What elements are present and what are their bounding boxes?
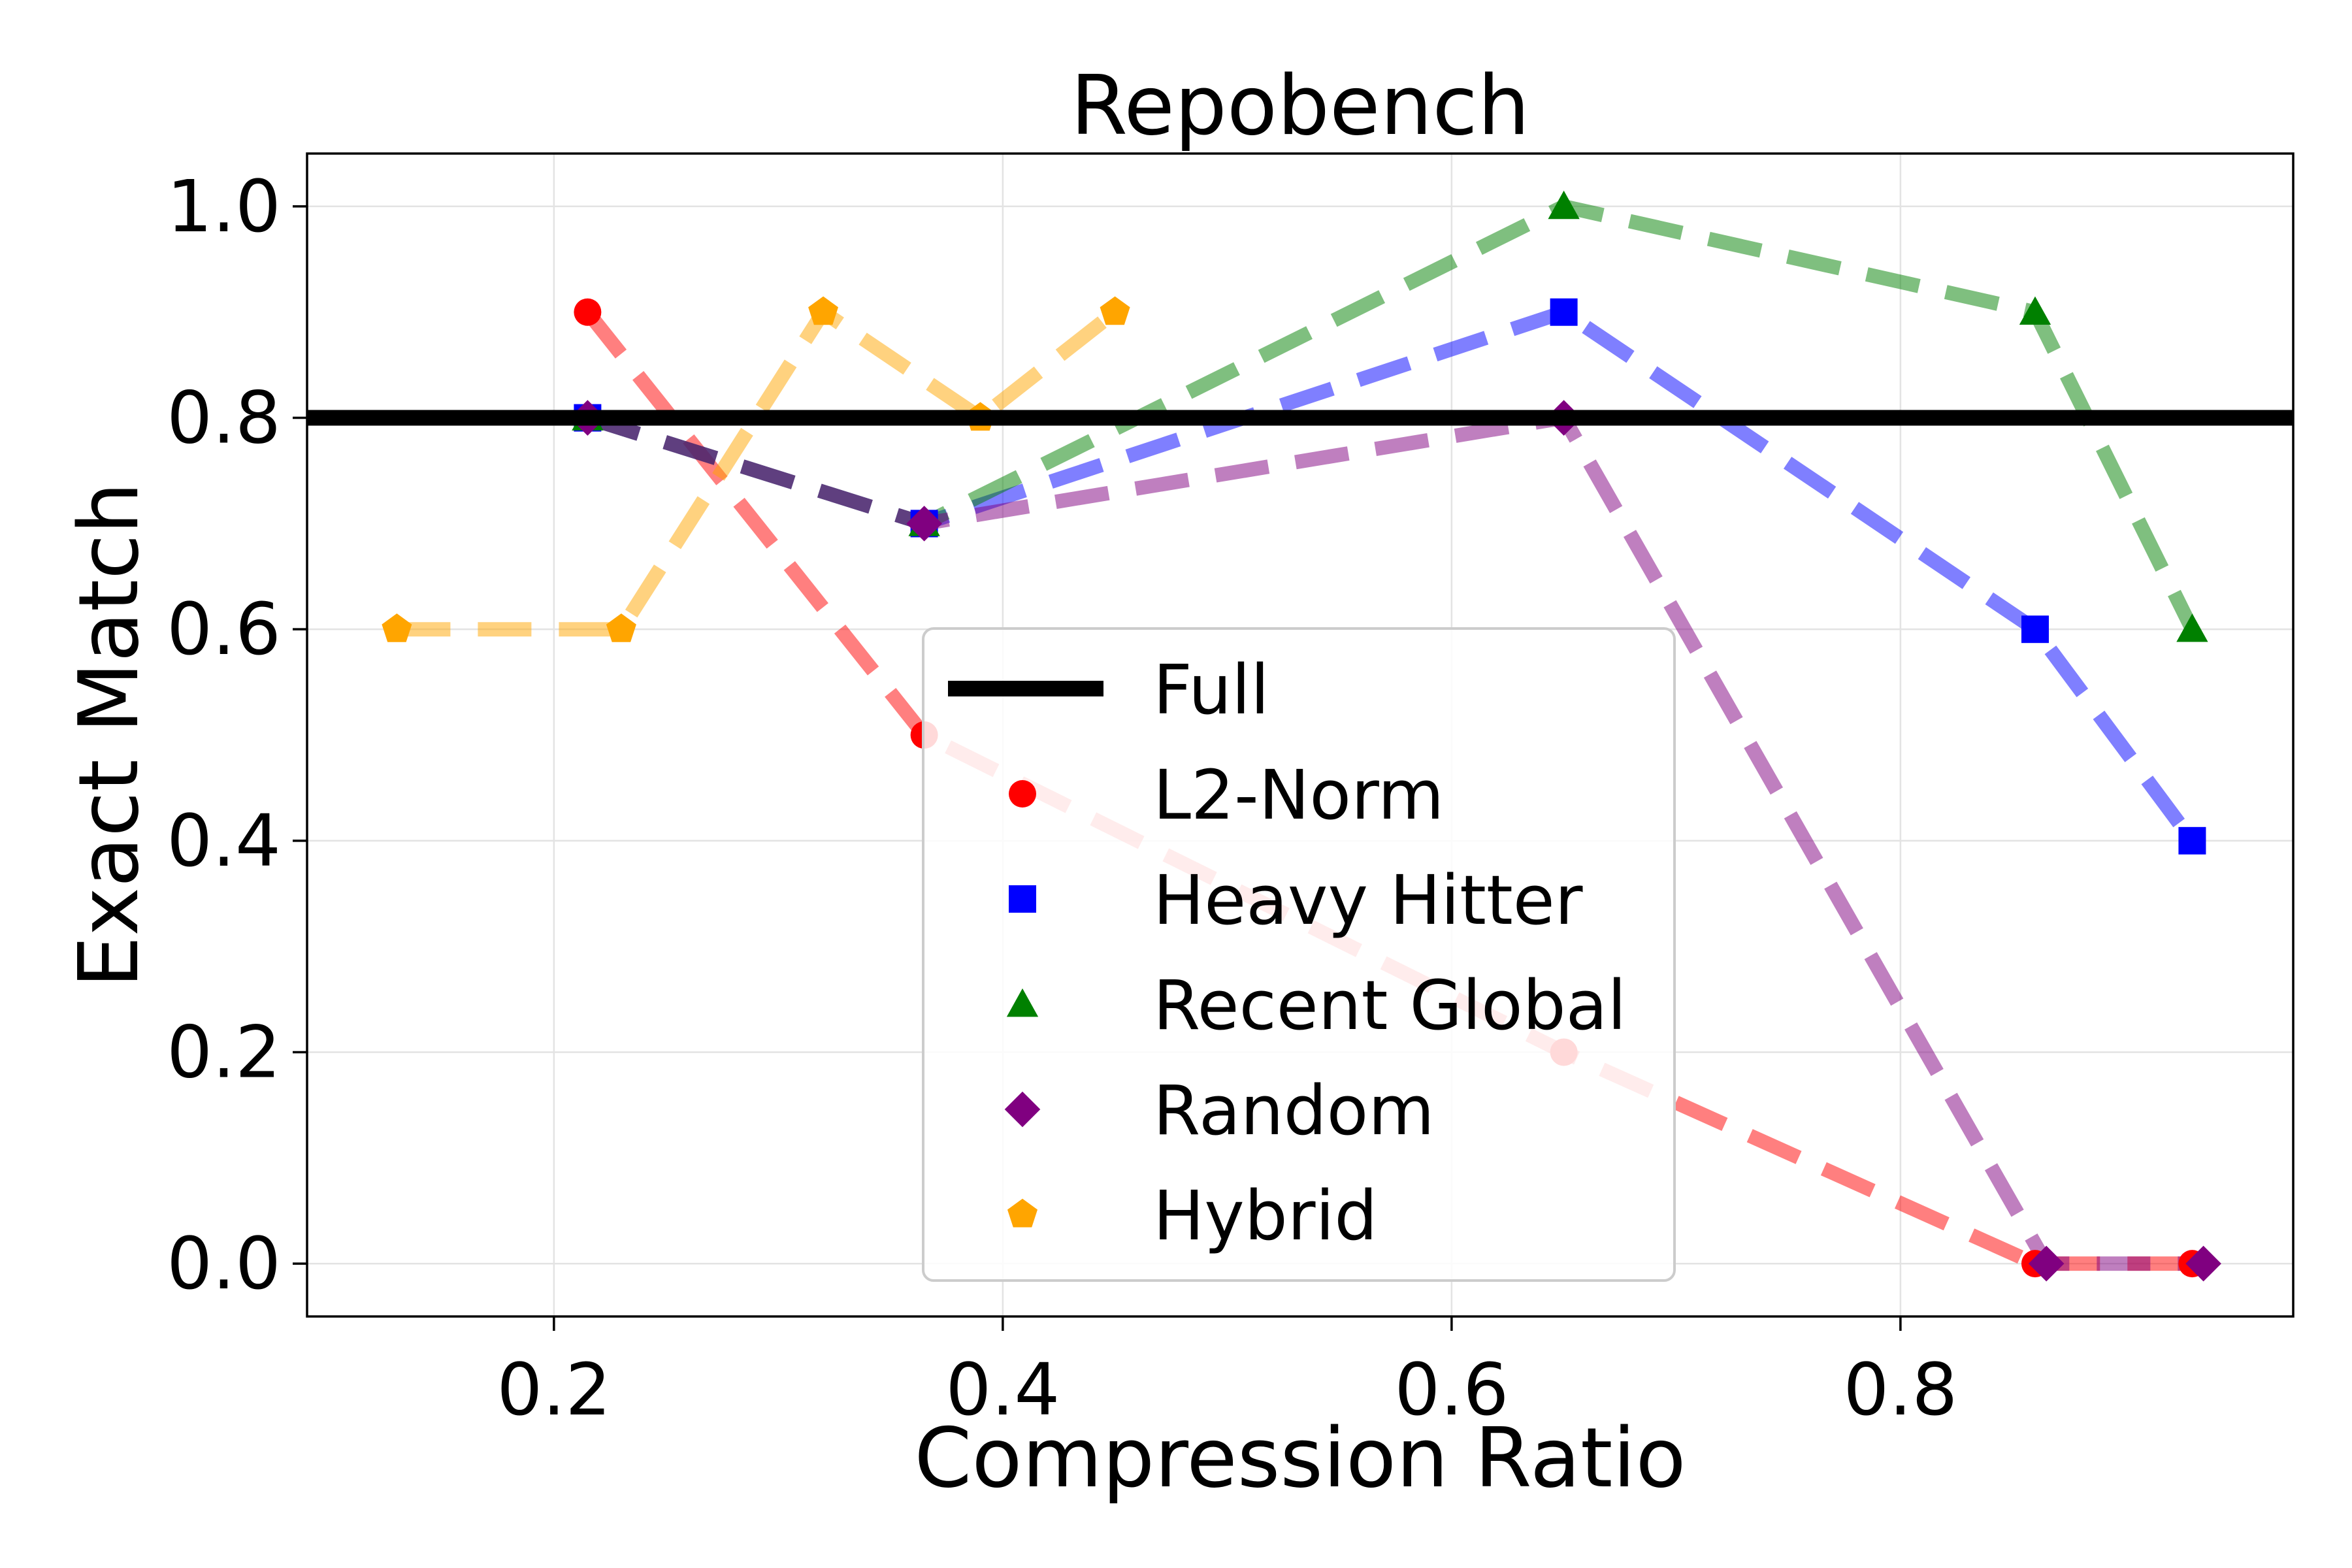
data-point-l2-norm-0 bbox=[574, 298, 602, 326]
legend-handle-l2-norm bbox=[1009, 780, 1036, 808]
series-markers bbox=[382, 190, 2221, 1282]
x-tick-label-0: 0.2 bbox=[497, 1348, 611, 1431]
y-tick-label-0: 0.0 bbox=[167, 1222, 281, 1305]
x-tick-label-3: 0.8 bbox=[1843, 1348, 1957, 1431]
plot-frame bbox=[306, 152, 2295, 1318]
legend-handle-recent-global bbox=[1006, 988, 1039, 1017]
legend-label-heavy-hitter: Heavy Hitter bbox=[1153, 860, 1583, 940]
legend-label-random: Random bbox=[1153, 1071, 1435, 1151]
y-tick-label-2: 0.4 bbox=[167, 799, 281, 883]
data-point-random-4 bbox=[2185, 1245, 2221, 1282]
y-tick-label-3: 0.6 bbox=[167, 587, 281, 671]
x-tick-label-2: 0.6 bbox=[1394, 1348, 1509, 1431]
x-axis-label: Compression Ratio bbox=[914, 1410, 1686, 1506]
data-point-hybrid-0 bbox=[382, 613, 412, 642]
data-point-recent-global-2 bbox=[1548, 190, 1580, 220]
legend-box bbox=[922, 627, 1676, 1282]
legend-label-l2-norm: L2-Norm bbox=[1153, 755, 1444, 835]
data-point-recent-global-3 bbox=[2019, 296, 2051, 325]
data-point-hybrid-4 bbox=[1100, 296, 1130, 325]
legend-handle-heavy-hitter bbox=[1009, 885, 1036, 913]
legend-label-recent-global: Recent Global bbox=[1153, 966, 1626, 1045]
data-point-recent-global-4 bbox=[2176, 613, 2208, 642]
legend: Full L2-Norm Heavy Hitter Recent Global Rand… bbox=[922, 627, 1676, 1282]
legend-label-hybrid: Hybrid bbox=[1153, 1176, 1377, 1256]
data-point-random-1 bbox=[906, 506, 942, 542]
legend-handle-random bbox=[1004, 1091, 1041, 1128]
chart-title: Repobench bbox=[1071, 57, 1530, 154]
x-tick-label-1: 0.4 bbox=[945, 1348, 1060, 1431]
legend-handle-hybrid bbox=[1007, 1198, 1037, 1228]
data-point-heavy-hitter-2 bbox=[1550, 298, 1578, 326]
data-point-heavy-hitter-4 bbox=[2178, 826, 2206, 855]
y-axis-ticks: 0.0 0.2 0.4 0.6 0.8 1.0 bbox=[167, 165, 307, 1305]
legend-label-full: Full bbox=[1153, 650, 1269, 730]
y-tick-label-4: 0.8 bbox=[167, 376, 281, 460]
data-point-hybrid-1 bbox=[606, 613, 636, 642]
data-point-heavy-hitter-3 bbox=[2021, 615, 2049, 644]
data-point-hybrid-2 bbox=[808, 296, 838, 325]
x-axis-ticks: 0.2 0.4 0.6 0.8 bbox=[497, 1316, 1957, 1431]
y-tick-label-5: 1.0 bbox=[167, 165, 281, 248]
data-point-random-3 bbox=[2028, 1245, 2065, 1282]
y-axis-label: Exact Match bbox=[61, 482, 157, 988]
y-tick-label-1: 0.2 bbox=[167, 1010, 281, 1094]
